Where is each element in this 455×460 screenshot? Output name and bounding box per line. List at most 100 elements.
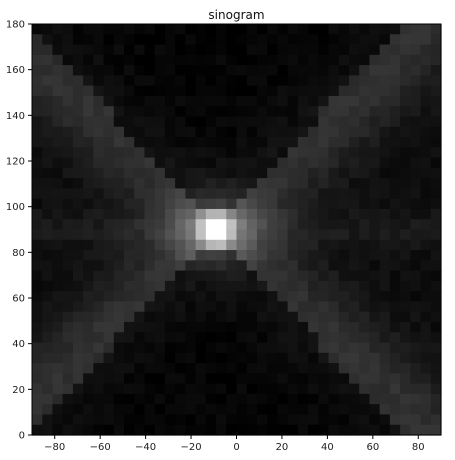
heatmap-cell [144, 342, 156, 354]
heatmap-cell [216, 116, 227, 128]
heatmap-cell [369, 157, 381, 169]
heatmap-cell [277, 414, 289, 426]
heatmap-cell [52, 34, 64, 46]
heatmap-cell [308, 393, 319, 405]
heatmap-cell [410, 147, 422, 159]
heatmap-cell [195, 34, 207, 46]
heatmap-cell [338, 126, 350, 138]
heatmap-cell [267, 137, 278, 148]
heatmap-cell [287, 34, 299, 46]
heatmap-cell [430, 95, 442, 107]
heatmap-cell [420, 383, 432, 395]
heatmap-cell [216, 178, 227, 190]
heatmap-cell [287, 116, 299, 128]
heatmap-cell [338, 85, 350, 97]
heatmap-cell [83, 208, 94, 220]
heatmap-cell [277, 198, 289, 210]
heatmap-cell [369, 332, 381, 344]
heatmap-cell [318, 75, 330, 87]
heatmap-cell [205, 383, 217, 395]
heatmap-cell [205, 239, 217, 251]
heatmap-cell [389, 44, 401, 56]
heatmap-cell [205, 229, 217, 241]
heatmap-cell [62, 106, 74, 118]
heatmap-cell [318, 352, 330, 364]
heatmap-cell [42, 311, 54, 323]
heatmap-cell [93, 250, 105, 261]
y-tick-label: 100 [6, 202, 25, 213]
heatmap-cell [154, 147, 166, 159]
heatmap-cell [328, 65, 340, 76]
heatmap-cell [154, 280, 166, 292]
heatmap-cell [277, 178, 289, 190]
heatmap-cell [144, 137, 156, 148]
heatmap-cell [216, 260, 227, 272]
heatmap-cell [287, 414, 299, 426]
heatmap-cell [216, 34, 227, 46]
heatmap-cell [205, 178, 217, 190]
heatmap-cell [308, 106, 319, 118]
heatmap-cell [297, 54, 309, 66]
heatmap-cell [103, 167, 115, 179]
heatmap-cell [328, 301, 340, 313]
heatmap-cell [134, 188, 146, 200]
heatmap-cell [52, 65, 64, 76]
heatmap-cell [134, 311, 146, 323]
heatmap-cell [297, 311, 309, 323]
heatmap-cell [430, 424, 442, 436]
heatmap-cell [124, 239, 135, 251]
heatmap-cell [308, 404, 319, 416]
heatmap-cell [195, 342, 207, 354]
heatmap-cell [205, 65, 217, 76]
heatmap-cell [338, 54, 350, 66]
heatmap-cell [379, 229, 391, 241]
heatmap-cell [328, 219, 340, 231]
heatmap-cell [52, 198, 64, 210]
heatmap-cell [72, 147, 84, 159]
heatmap-cell [236, 424, 248, 436]
heatmap-cell [359, 404, 371, 416]
heatmap-cell [83, 126, 94, 138]
heatmap-cell [308, 414, 319, 426]
heatmap-cell [83, 332, 94, 344]
heatmap-cell [175, 342, 186, 354]
heatmap-cell [256, 291, 268, 303]
heatmap-cell [93, 208, 105, 220]
heatmap-cell [297, 229, 309, 241]
heatmap-cell [267, 208, 278, 220]
heatmap-cell [216, 85, 227, 97]
heatmap-cell [246, 280, 258, 292]
heatmap-cell [134, 424, 146, 436]
heatmap-cell [256, 393, 268, 405]
heatmap-cell [32, 260, 43, 272]
heatmap-cell [287, 178, 299, 190]
heatmap-cell [297, 280, 309, 292]
heatmap-cell [410, 85, 422, 97]
heatmap-cell [124, 414, 135, 426]
heatmap-cell [154, 116, 166, 128]
heatmap-cell [359, 383, 371, 395]
heatmap-cell [308, 342, 319, 354]
heatmap-cell [287, 383, 299, 395]
heatmap-cell [205, 291, 217, 303]
heatmap-cell [297, 198, 309, 210]
heatmap-cell [144, 95, 156, 107]
heatmap-cell [400, 147, 411, 159]
heatmap-cell [328, 137, 340, 148]
heatmap-cell [359, 147, 371, 159]
heatmap-cell [52, 44, 64, 56]
heatmap-cell [287, 95, 299, 107]
heatmap-cell [318, 157, 330, 169]
heatmap-cell [359, 270, 371, 282]
heatmap-cell [277, 393, 289, 405]
heatmap-cell [205, 24, 217, 35]
heatmap-cell [318, 167, 330, 179]
heatmap-cell [256, 260, 268, 272]
heatmap-cell [369, 65, 381, 76]
heatmap-cell [216, 54, 227, 66]
heatmap-cell [369, 95, 381, 107]
heatmap-cell [318, 373, 330, 385]
heatmap-cell [83, 270, 94, 282]
heatmap-cell [400, 198, 411, 210]
heatmap-cell [195, 414, 207, 426]
